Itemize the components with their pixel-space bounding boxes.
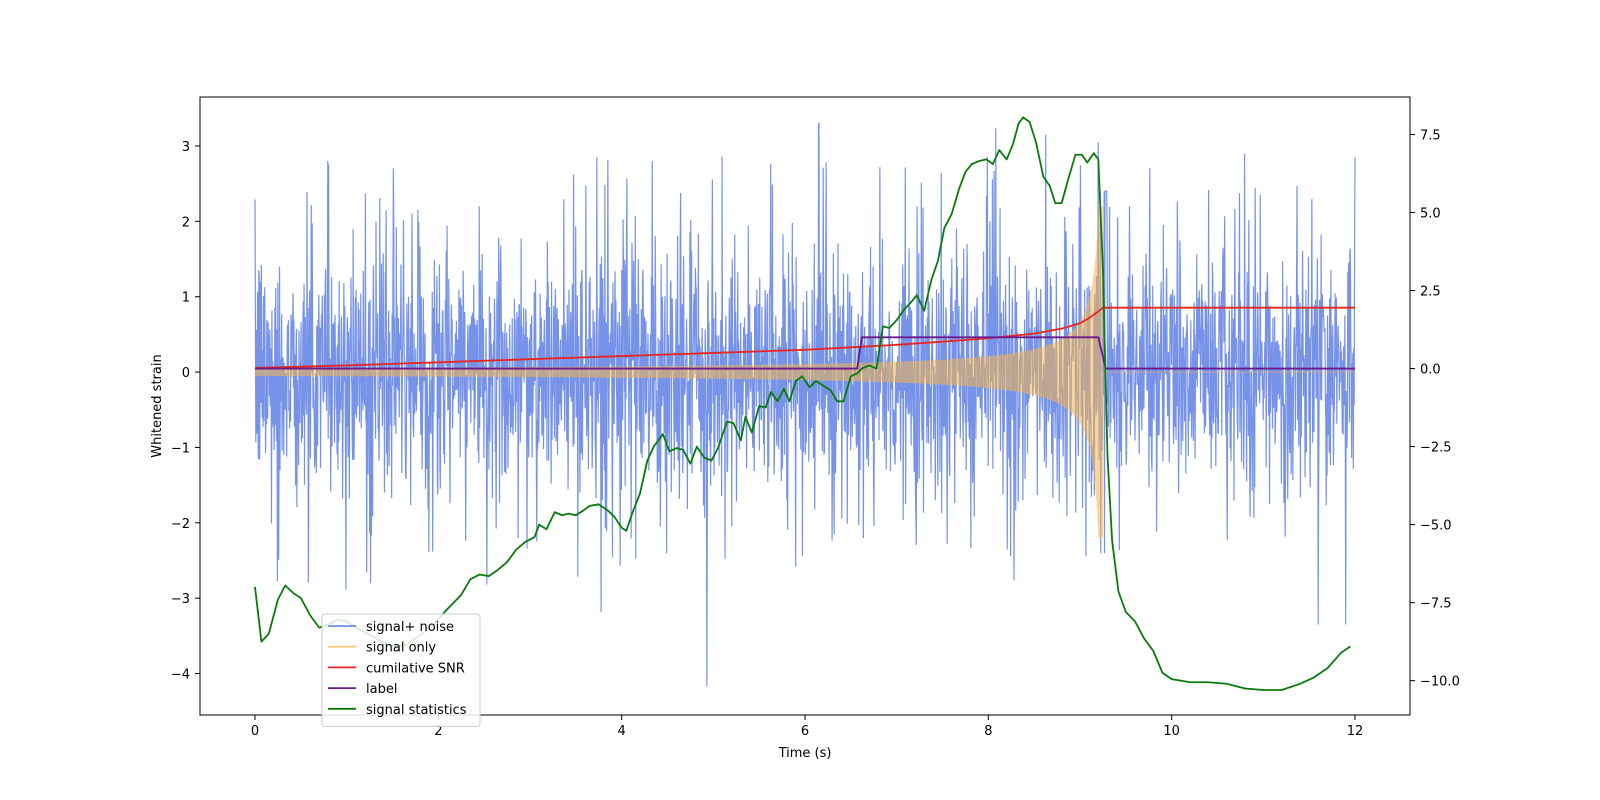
series-signal-plus-noise: [254, 122, 1356, 687]
x-tick-label: 0: [251, 724, 259, 739]
legend-label: signal statistics: [366, 703, 467, 718]
y-left-tick-label: −1: [171, 441, 190, 456]
series-cumilative-snr: [254, 306, 1355, 369]
legend-label: signal only: [366, 641, 436, 656]
x-axis-label: Time (s): [778, 746, 832, 761]
legend-label: signal+ noise: [366, 620, 454, 635]
x-tick-label: 6: [801, 724, 809, 739]
y-left-tick-label: −2: [171, 517, 190, 532]
y-left-tick-label: 0: [182, 366, 190, 381]
y-left-tick-label: 3: [182, 140, 190, 155]
y-right-tick-label: −7.5: [1420, 597, 1452, 612]
x-tick-label: 4: [618, 724, 626, 739]
y-right-tick-label: 5.0: [1420, 206, 1441, 221]
legend-box: [321, 613, 481, 727]
legend-label: cumilative SNR: [366, 661, 465, 676]
y-left-tick-label: 2: [182, 215, 190, 230]
y-right-tick-label: 2.5: [1420, 285, 1441, 300]
y-right-tick-label: −5.0: [1420, 519, 1452, 534]
x-tick-label: 12: [1347, 724, 1364, 739]
plot-area: [254, 116, 1356, 691]
series-label: [255, 336, 1355, 370]
y-left-tick-label: 1: [182, 291, 190, 306]
legend: signal+ noise signal only cumilative SNR la…: [321, 613, 481, 727]
y-right-tick-label: 0.0: [1420, 363, 1441, 378]
y-right-tick-label: −2.5: [1420, 441, 1452, 456]
legend-label: label: [366, 682, 397, 697]
y-axis-label: Whitened strain: [150, 354, 165, 457]
y-left-tick-label: −3: [171, 592, 190, 607]
y-right-tick-label: 7.5: [1420, 128, 1441, 143]
series-signal-statistics: [254, 116, 1351, 691]
y-right-tick-label: −10.0: [1420, 675, 1460, 690]
y-left-tick-label: −4: [171, 668, 190, 683]
x-tick-label: 8: [984, 724, 992, 739]
x-tick-label: 10: [1163, 724, 1180, 739]
x-tick-label: 2: [434, 724, 442, 739]
